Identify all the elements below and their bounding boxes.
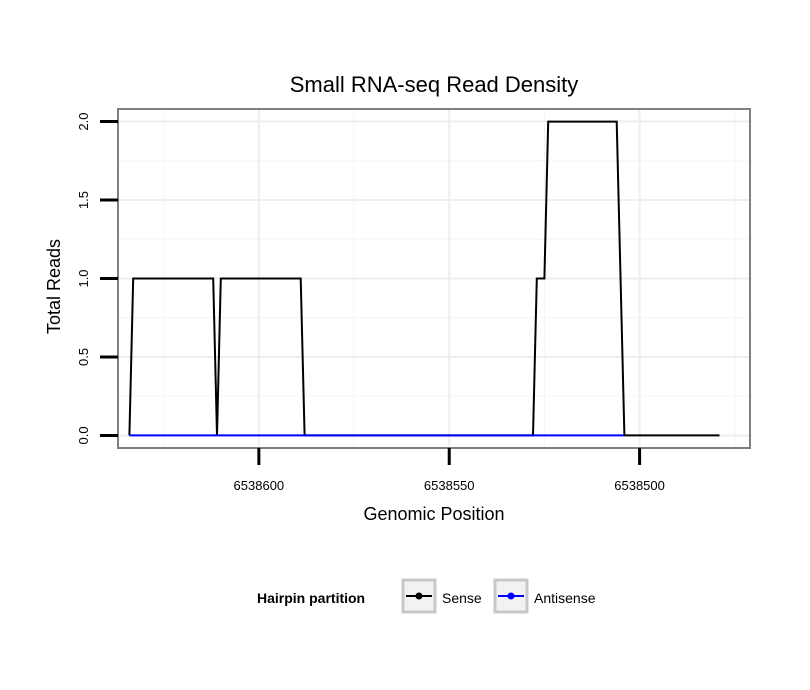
legend-key-point — [507, 592, 515, 600]
x-axis: 6538600 6538550 6538500 — [234, 448, 665, 493]
x-tick-label: 6538500 — [614, 478, 665, 493]
chart-title: Small RNA-seq Read Density — [290, 72, 579, 97]
x-tick-label: 6538600 — [234, 478, 285, 493]
y-tick-label: 0.5 — [76, 348, 91, 366]
y-tick-label: 0.0 — [76, 426, 91, 444]
x-axis-label: Genomic Position — [363, 504, 504, 524]
legend-key-point — [415, 592, 423, 600]
y-axis-label: Total Reads — [44, 239, 64, 334]
series-layer — [128, 120, 720, 437]
y-axis: 0.0 0.5 1.0 1.5 2.0 — [76, 113, 118, 444]
legend: Hairpin partition Sense Antisense — [257, 578, 596, 614]
y-tick-label: 2.0 — [76, 113, 91, 131]
x-tick-label: 6538550 — [424, 478, 475, 493]
legend-item-sense: Sense — [401, 578, 482, 614]
legend-label: Sense — [442, 590, 482, 606]
y-tick-label: 1.5 — [76, 191, 91, 209]
legend-title: Hairpin partition — [257, 590, 365, 606]
y-tick-label: 1.0 — [76, 269, 91, 287]
legend-label: Antisense — [534, 590, 596, 606]
legend-item-antisense: Antisense — [493, 578, 596, 614]
